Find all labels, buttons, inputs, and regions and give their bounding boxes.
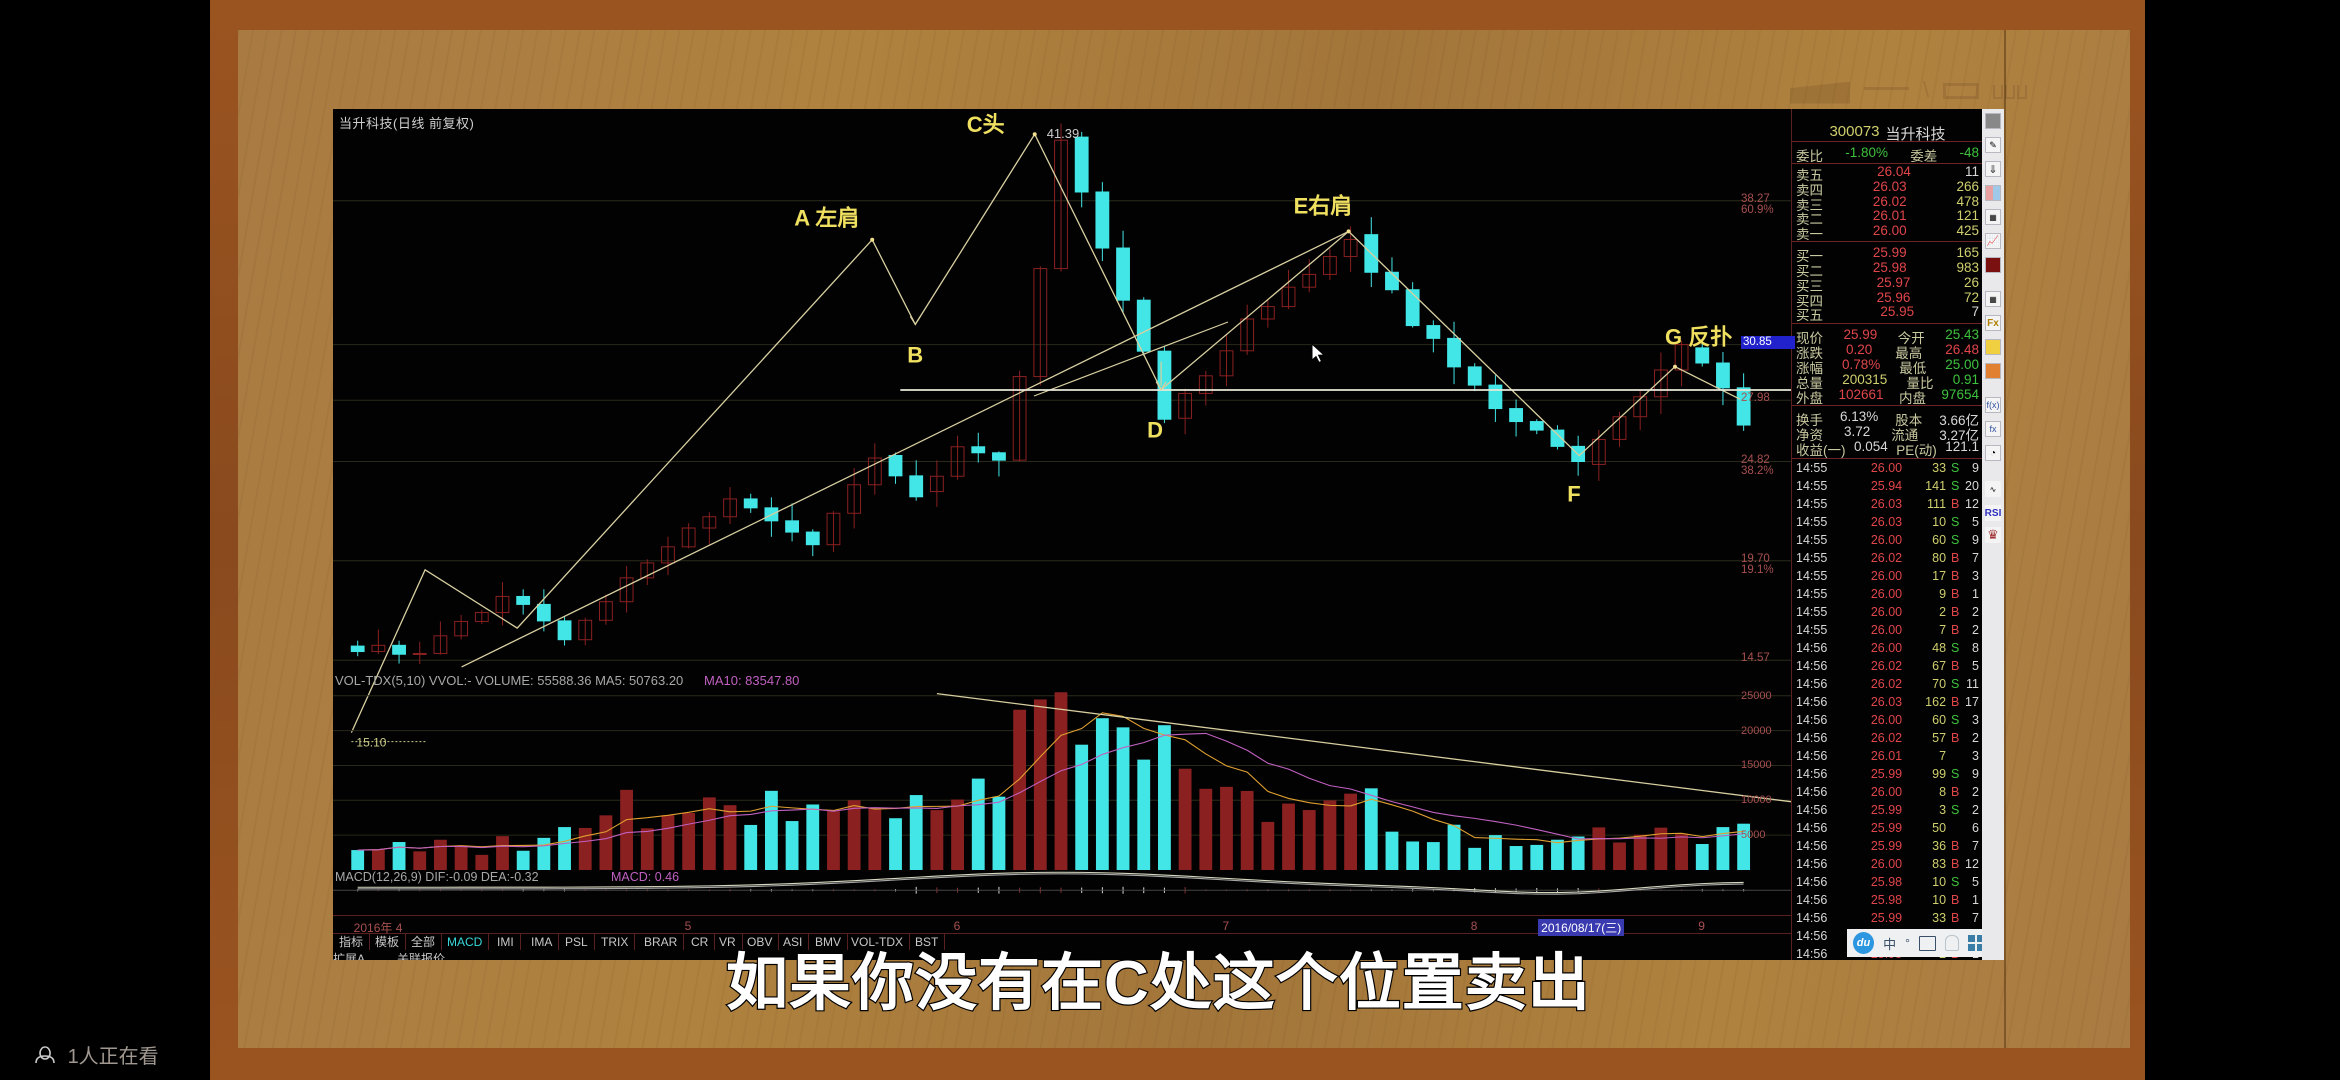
svg-text:MACD: 0.46: MACD: 0.46 xyxy=(611,870,679,884)
svg-text:MACD(12,26,9) DIF:-0.09 DEA:: MACD(12,26,9) DIF:-0.09 DEA:-0.32 xyxy=(335,870,539,884)
svg-text:B: B xyxy=(907,342,923,367)
svg-text:41.39: 41.39 xyxy=(1047,126,1080,141)
svg-text:MA10: 83547.80: MA10: 83547.80 xyxy=(704,673,799,688)
svg-text:F: F xyxy=(1567,482,1580,507)
svg-text:D: D xyxy=(1147,418,1163,443)
svg-text:A 左肩: A 左肩 xyxy=(794,206,859,231)
svg-text:G 反扑: G 反扑 xyxy=(1665,325,1732,350)
svg-text:E右肩: E右肩 xyxy=(1294,193,1353,218)
svg-text:VOL-TDX(5,10) VVOL:- VOLUME: VOL-TDX(5,10) VVOL:- VOLUME: 55588.36 MA… xyxy=(335,673,683,688)
svg-text:C头: C头 xyxy=(967,112,1005,137)
